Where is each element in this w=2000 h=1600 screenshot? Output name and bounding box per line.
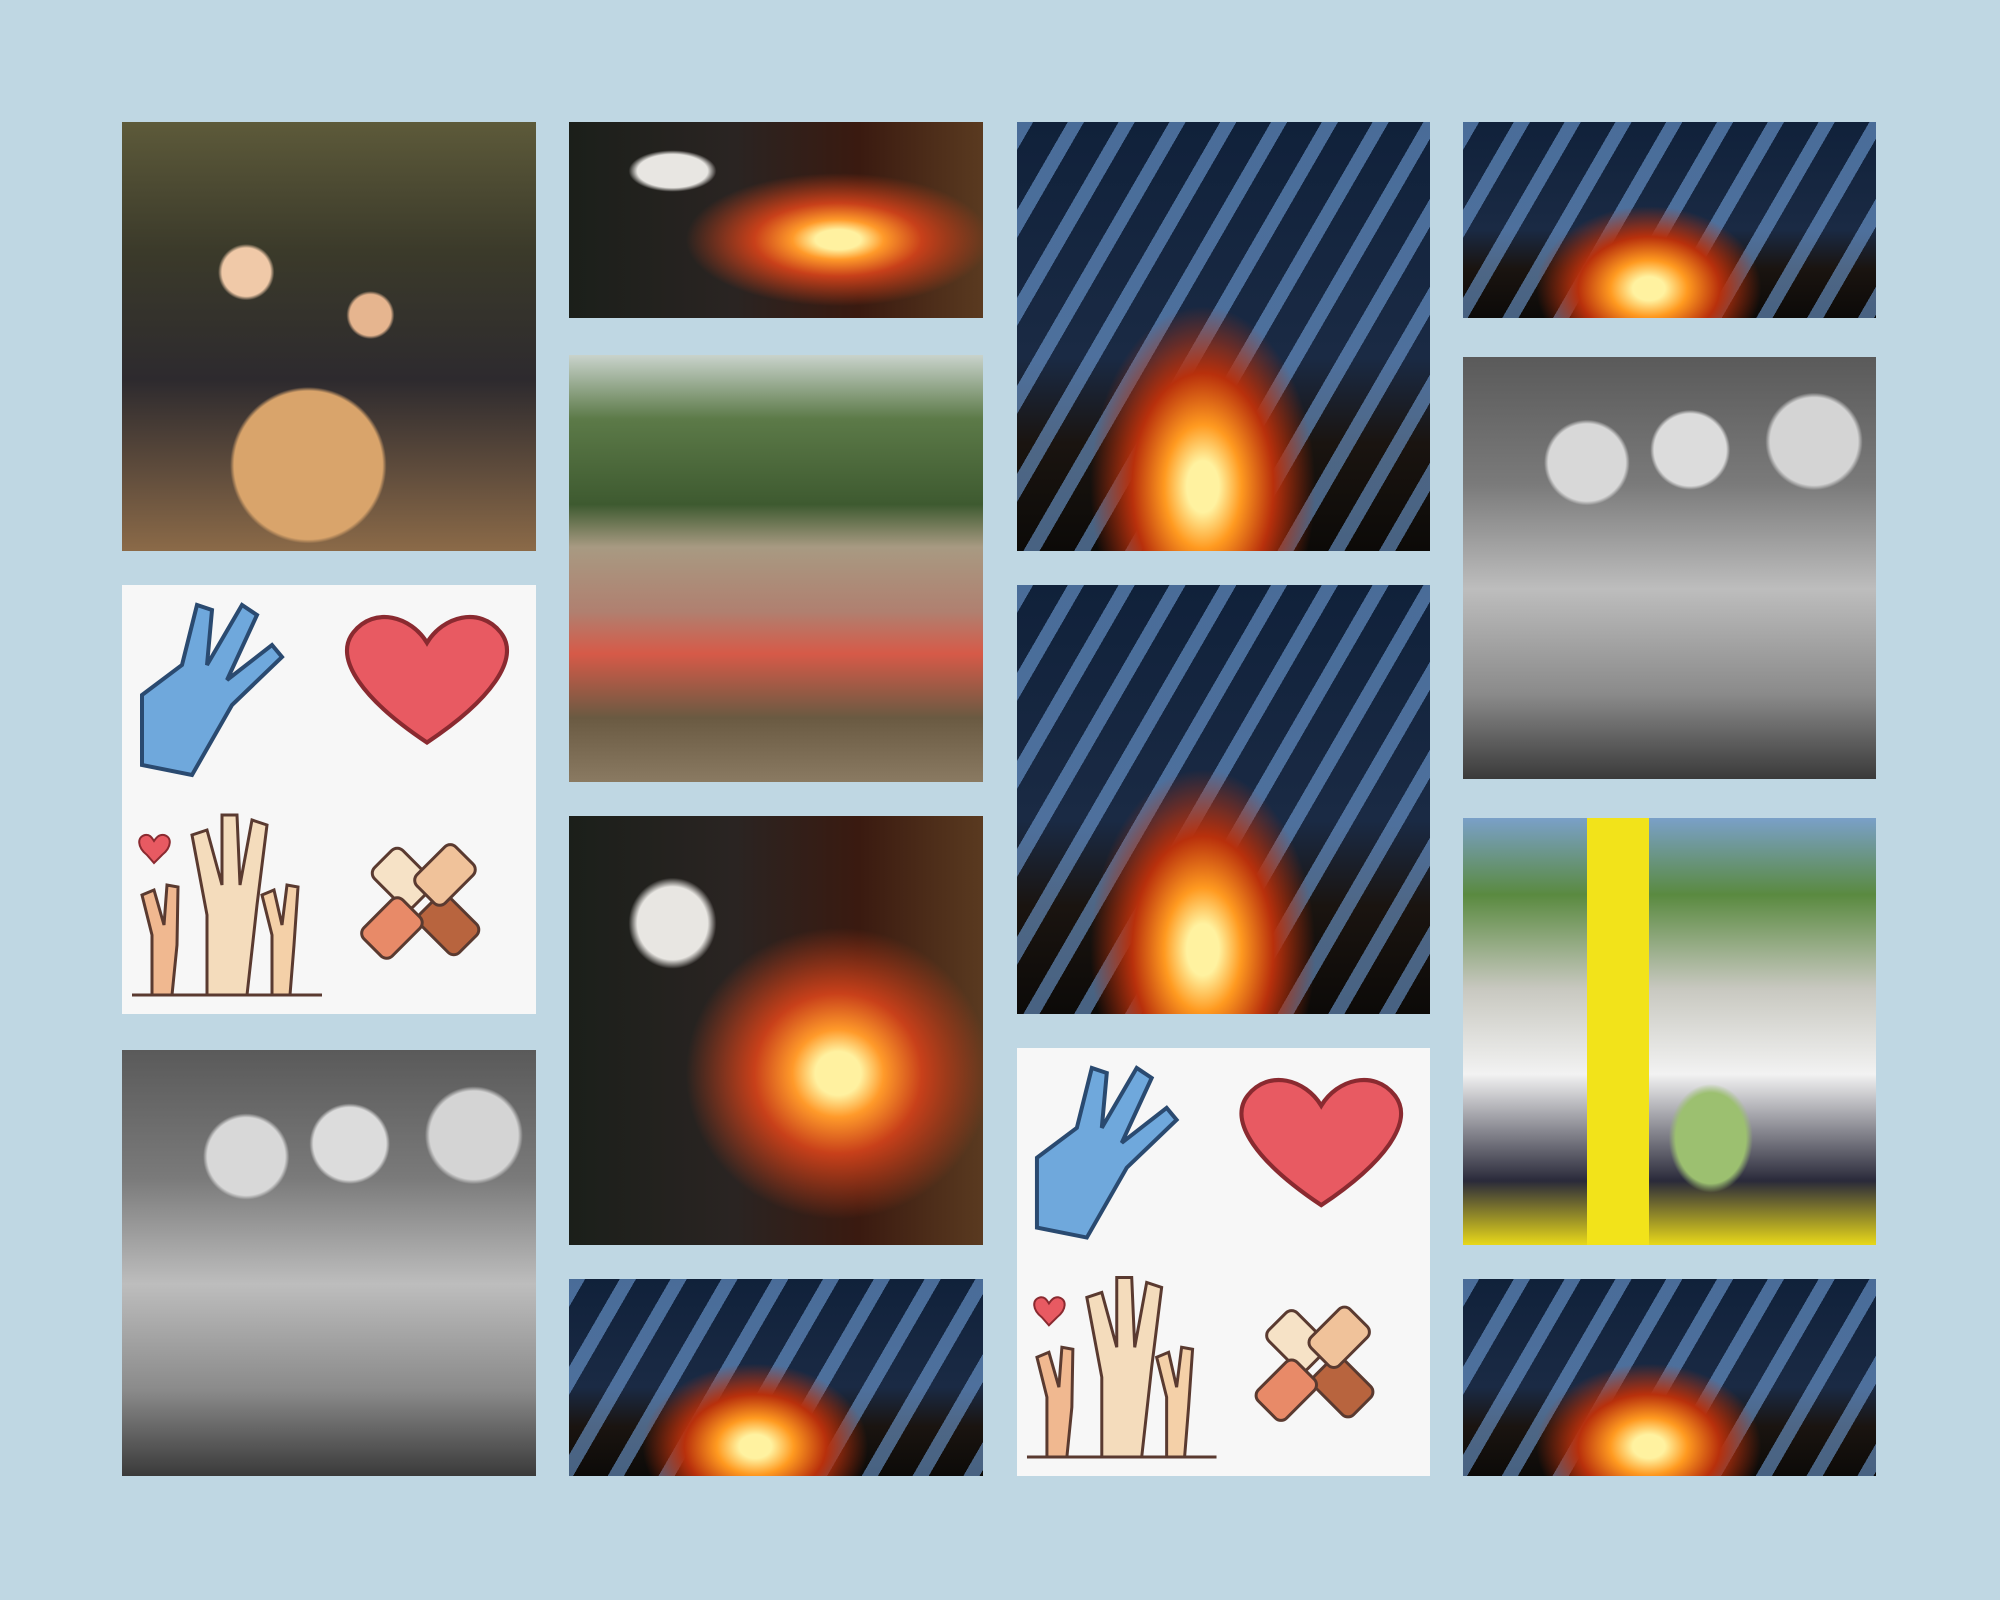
photo-kitchen-fire	[1463, 1279, 1876, 1476]
illustration-hands	[1017, 1048, 1430, 1476]
photo-children	[1463, 357, 1876, 779]
photo-crowd	[122, 122, 536, 551]
hands-icons	[132, 602, 510, 997]
photo-kitchen-fire	[1463, 122, 1876, 318]
hands-icons	[1026, 1065, 1404, 1459]
photo-woman-fire	[569, 122, 983, 318]
photo-kitchen-fire	[569, 1279, 983, 1476]
photo-relief-boat	[569, 355, 983, 782]
photo-food-preparation	[1463, 818, 1876, 1245]
photo-kitchen-fire	[1017, 122, 1430, 551]
photo-children	[122, 1050, 536, 1476]
illustration-hands	[122, 585, 536, 1014]
photo-woman-fire	[569, 816, 983, 1245]
photo-kitchen-fire	[1017, 585, 1430, 1014]
